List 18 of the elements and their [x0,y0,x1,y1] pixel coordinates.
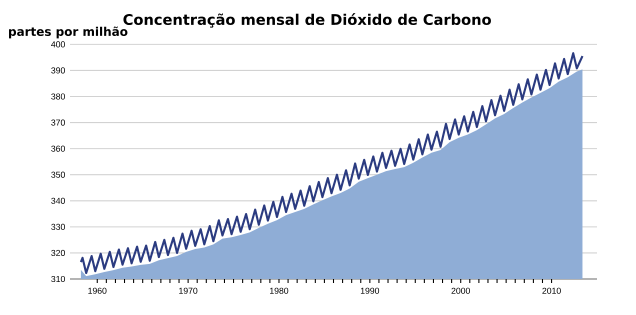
x-tick-label: 1960 [88,288,107,294]
chart-title: Concentração mensal de Dióxido de Carbono [123,13,491,28]
y-tick-label: 400 [51,41,65,48]
y-tick-label: 370 [51,120,65,126]
y-tick-label: 330 [51,224,65,230]
y-axis-title: partes por milhão [9,26,128,38]
y-tick-label: 320 [51,250,65,256]
y-tick-label: 360 [51,146,65,152]
x-tick-label: 2000 [452,288,470,294]
y-tick-label: 350 [51,172,65,178]
y-tick-label: 390 [51,67,65,74]
x-tick-label: 1970 [179,288,198,294]
x-tick-label: 1980 [270,288,288,294]
x-tick-label: 2010 [542,288,561,294]
y-tick-label: 310 [51,276,65,282]
y-tick-label: 340 [51,198,65,204]
x-tick-label: 1990 [360,288,380,294]
y-tick-label: 380 [51,93,65,100]
